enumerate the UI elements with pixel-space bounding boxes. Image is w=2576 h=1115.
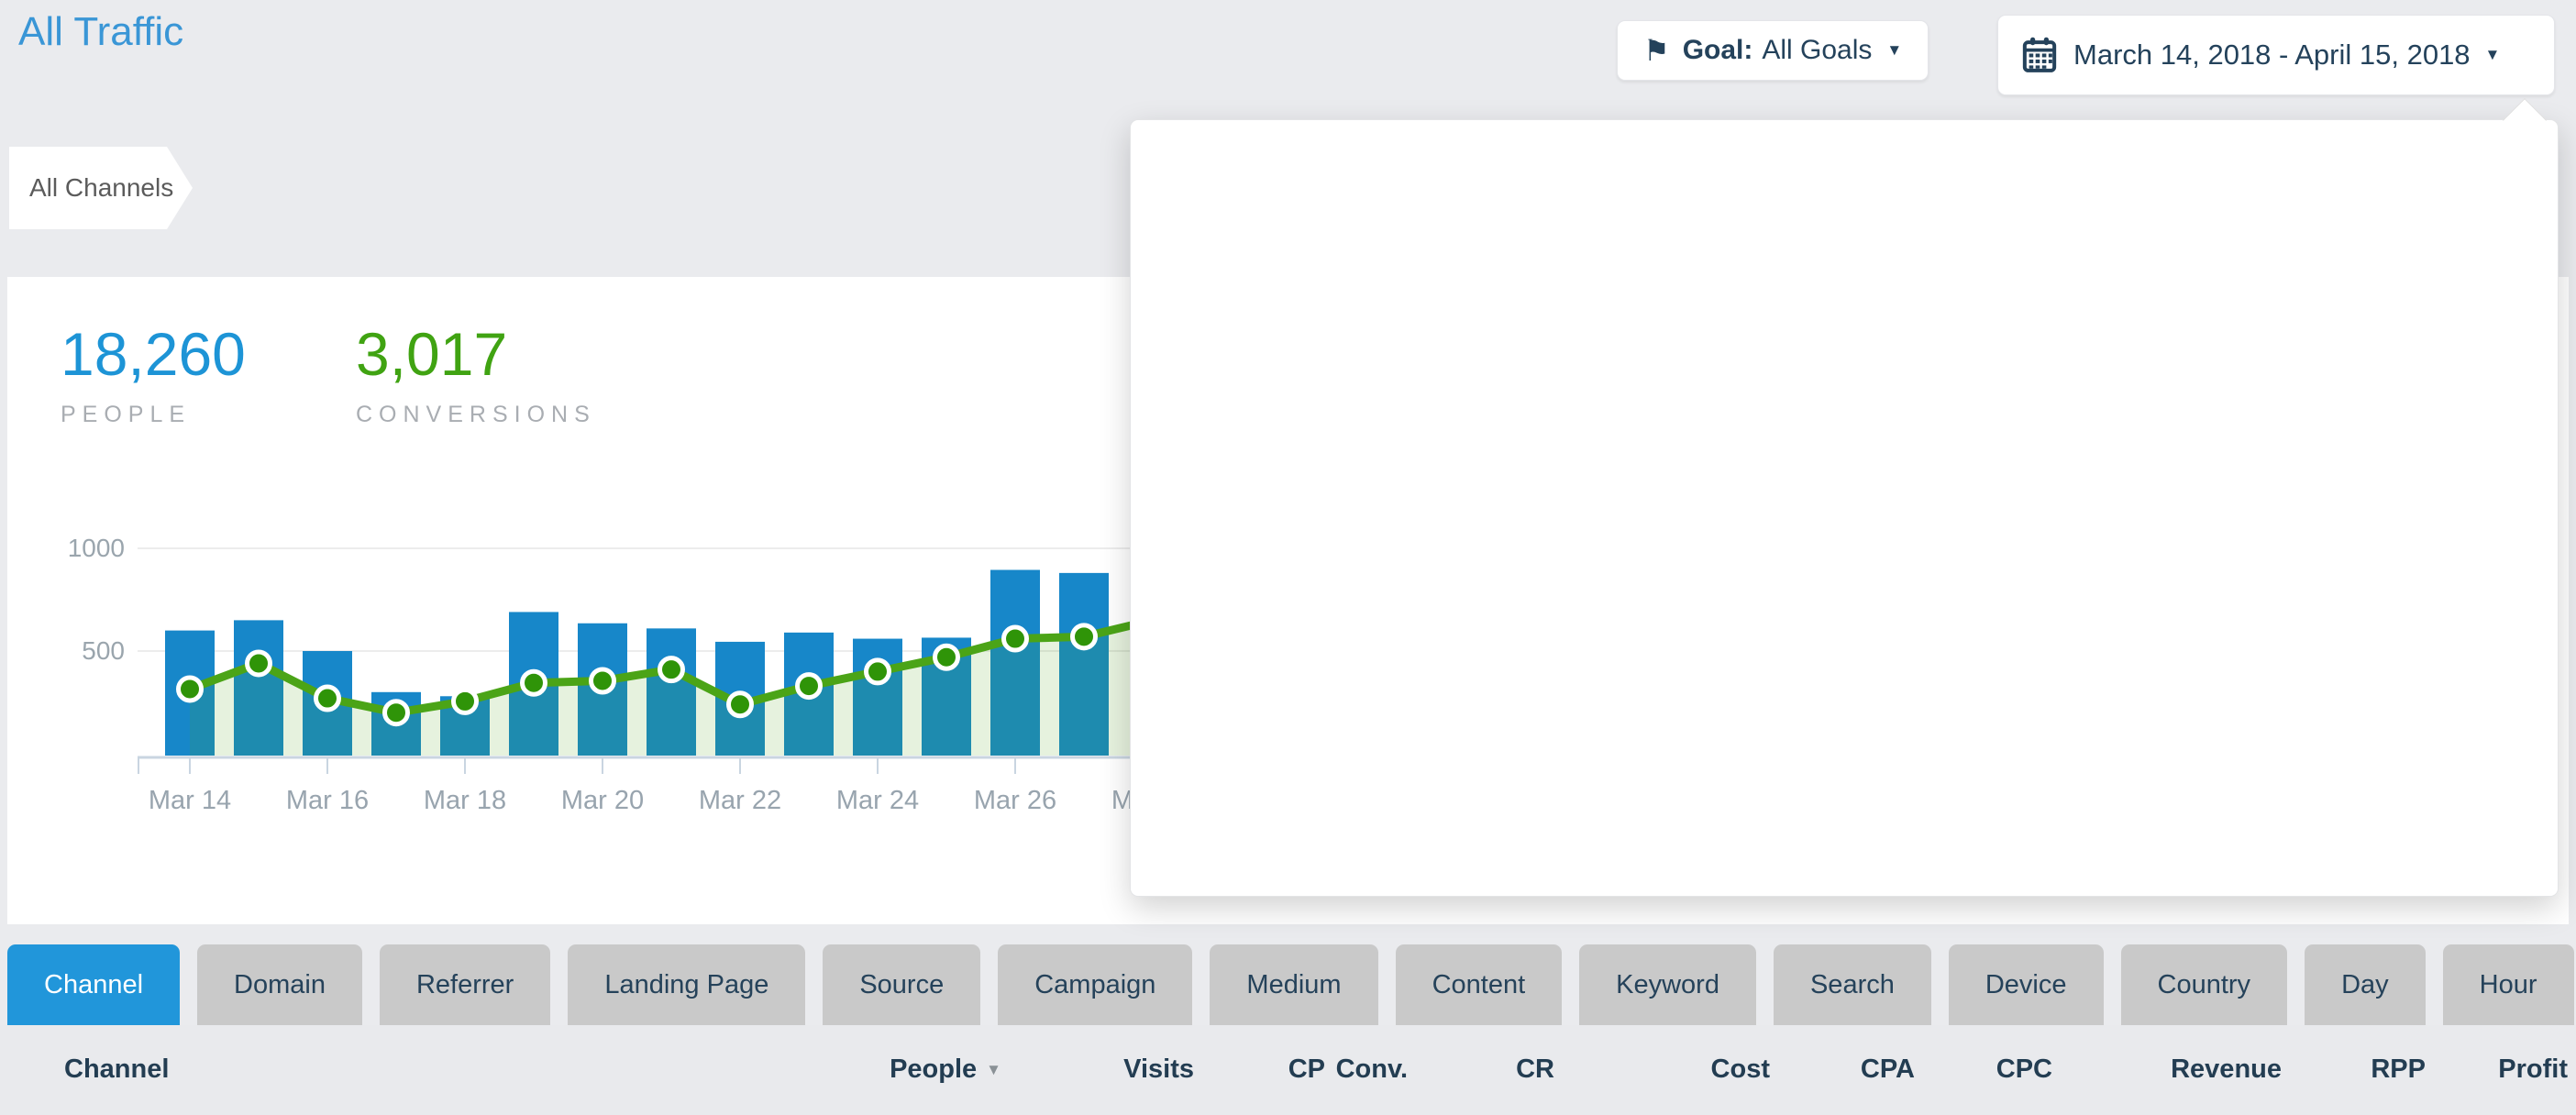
tab-search[interactable]: Search <box>1773 944 1931 1025</box>
tab-country[interactable]: Country <box>2120 944 2288 1025</box>
table-header <box>0 1025 2576 1115</box>
tab-campaign[interactable]: Campaign <box>998 944 1193 1025</box>
column-label: Cost <box>1710 1054 1770 1084</box>
column-header-cpc[interactable]: CPC <box>1996 1054 2052 1085</box>
column-label: Revenue <box>2171 1054 2282 1084</box>
goal-dropdown-button[interactable]: ⚑ Goal: All Goals ▼ <box>1617 20 1929 81</box>
bar-mar-27[interactable] <box>1059 572 1109 756</box>
line-marker-mar-26[interactable] <box>1001 624 1029 653</box>
tab-channel[interactable]: Channel <box>7 944 181 1025</box>
column-header-cost[interactable]: Cost <box>1711 1054 1770 1085</box>
column-label: CP <box>1288 1054 1325 1084</box>
line-marker-mar-15[interactable] <box>245 649 272 678</box>
tab-landing-page[interactable]: Landing Page <box>568 944 806 1025</box>
bar-mar-26[interactable] <box>990 569 1040 756</box>
y-axis-tick-label: 500 <box>82 636 125 665</box>
conversions-value: 3,017 <box>356 320 508 388</box>
line-marker-mar-21[interactable] <box>658 656 685 684</box>
y-axis-tick-label: 1000 <box>68 534 125 562</box>
line-marker-mar-14[interactable] <box>176 675 204 703</box>
column-label: Visits <box>1123 1054 1194 1084</box>
date-picker-popup <box>1130 119 2559 897</box>
column-label: People <box>890 1054 978 1084</box>
tab-hour[interactable]: Hour <box>2442 944 2574 1025</box>
tab-device[interactable]: Device <box>1948 944 2104 1025</box>
chevron-down-icon: ▼ <box>2484 46 2501 63</box>
tab-medium[interactable]: Medium <box>1210 944 1378 1025</box>
people-label: PEOPLE <box>61 402 192 427</box>
line-marker-mar-18[interactable] <box>451 687 479 715</box>
goal-label: Goal: <box>1682 35 1753 65</box>
bar-mar-21[interactable] <box>647 628 696 756</box>
chevron-down-icon: ▼ <box>1886 41 1903 59</box>
date-range-value: March 14, 2018 - April 15, 2018 <box>2073 39 2471 71</box>
column-header-channel[interactable]: Channel <box>64 1054 169 1085</box>
breadcrumb-label: All Channels <box>29 173 174 202</box>
x-axis-tick-label: Mar 18 <box>424 786 506 815</box>
column-header-revenue[interactable]: Revenue <box>2171 1054 2282 1085</box>
column-header-visits[interactable]: Visits <box>1123 1054 1194 1085</box>
line-marker-mar-16[interactable] <box>314 684 341 712</box>
line-marker-mar-20[interactable] <box>589 667 616 695</box>
tab-content[interactable]: Content <box>1395 944 1563 1025</box>
line-marker-mar-27[interactable] <box>1070 623 1098 651</box>
breadcrumb[interactable]: All Channels <box>9 147 193 229</box>
report-tabs: Channel Domain Referrer Landing Page Source C… <box>7 944 2574 1025</box>
line-area-fill <box>190 620 1153 756</box>
x-axis-tick-label: Mar 20 <box>561 786 644 815</box>
column-label: Channel <box>64 1054 170 1084</box>
column-label: CR <box>1516 1054 1554 1084</box>
line-marker-mar-24[interactable] <box>864 657 891 686</box>
x-axis-tick-label: Mar 16 <box>286 786 369 815</box>
tab-source[interactable]: Source <box>823 944 981 1025</box>
line-marker-mar-23[interactable] <box>795 672 823 701</box>
date-range-button[interactable]: March 14, 2018 - April 15, 2018 ▼ <box>1997 15 2555 95</box>
column-header-cp[interactable]: CP <box>1288 1054 1325 1085</box>
line-marker-mar-25[interactable] <box>933 643 960 671</box>
x-axis-tick-label: Mar 14 <box>149 786 231 815</box>
column-header-cr[interactable]: CR <box>1516 1054 1554 1085</box>
bar-mar-15[interactable] <box>234 620 283 756</box>
tab-keyword[interactable]: Keyword <box>1579 944 1756 1025</box>
column-header-cpa[interactable]: CPA <box>1861 1054 1915 1085</box>
sort-desc-icon: ▼ <box>986 1061 1001 1078</box>
calendar-icon <box>2022 37 2057 72</box>
column-header-conv-[interactable]: Conv. <box>1336 1054 1408 1085</box>
tab-referrer[interactable]: Referrer <box>379 944 551 1025</box>
column-label: RPP <box>2371 1054 2426 1084</box>
x-axis-tick-label: Mar 24 <box>836 786 919 815</box>
conversions-label: CONVERSIONS <box>356 402 596 427</box>
column-label: CPA <box>1860 1054 1915 1084</box>
people-stat: 18,260 PEOPLE <box>61 319 246 428</box>
conversions-stat: 3,017 CONVERSIONS <box>356 319 596 428</box>
column-header-profit[interactable]: Profit <box>2498 1054 2568 1085</box>
page-title: All Traffic <box>18 9 184 54</box>
x-axis-tick-label: Mar 22 <box>699 786 781 815</box>
goal-value: All Goals <box>1762 35 1873 65</box>
line-marker-mar-17[interactable] <box>382 699 410 727</box>
line-marker-mar-19[interactable] <box>520 668 547 697</box>
flag-icon: ⚑ <box>1643 34 1670 67</box>
column-header-rpp[interactable]: RPP <box>2371 1054 2426 1085</box>
x-axis-tick-label: Mar 26 <box>974 786 1056 815</box>
line-marker-mar-22[interactable] <box>726 690 754 719</box>
column-header-people[interactable]: People ▼ <box>890 1054 1001 1085</box>
people-value: 18,260 <box>61 320 246 388</box>
tab-domain[interactable]: Domain <box>197 944 362 1025</box>
column-label: Conv. <box>1335 1054 1408 1084</box>
traffic-chart[interactable]: 500 1000 Mar 14 Mar 16 Mar 18 Mar 20 Mar 22 Mar… <box>0 486 1192 834</box>
tab-day[interactable]: Day <box>2305 944 2426 1025</box>
column-label: Profit <box>2498 1054 2568 1084</box>
column-label: CPC <box>1996 1054 2052 1084</box>
